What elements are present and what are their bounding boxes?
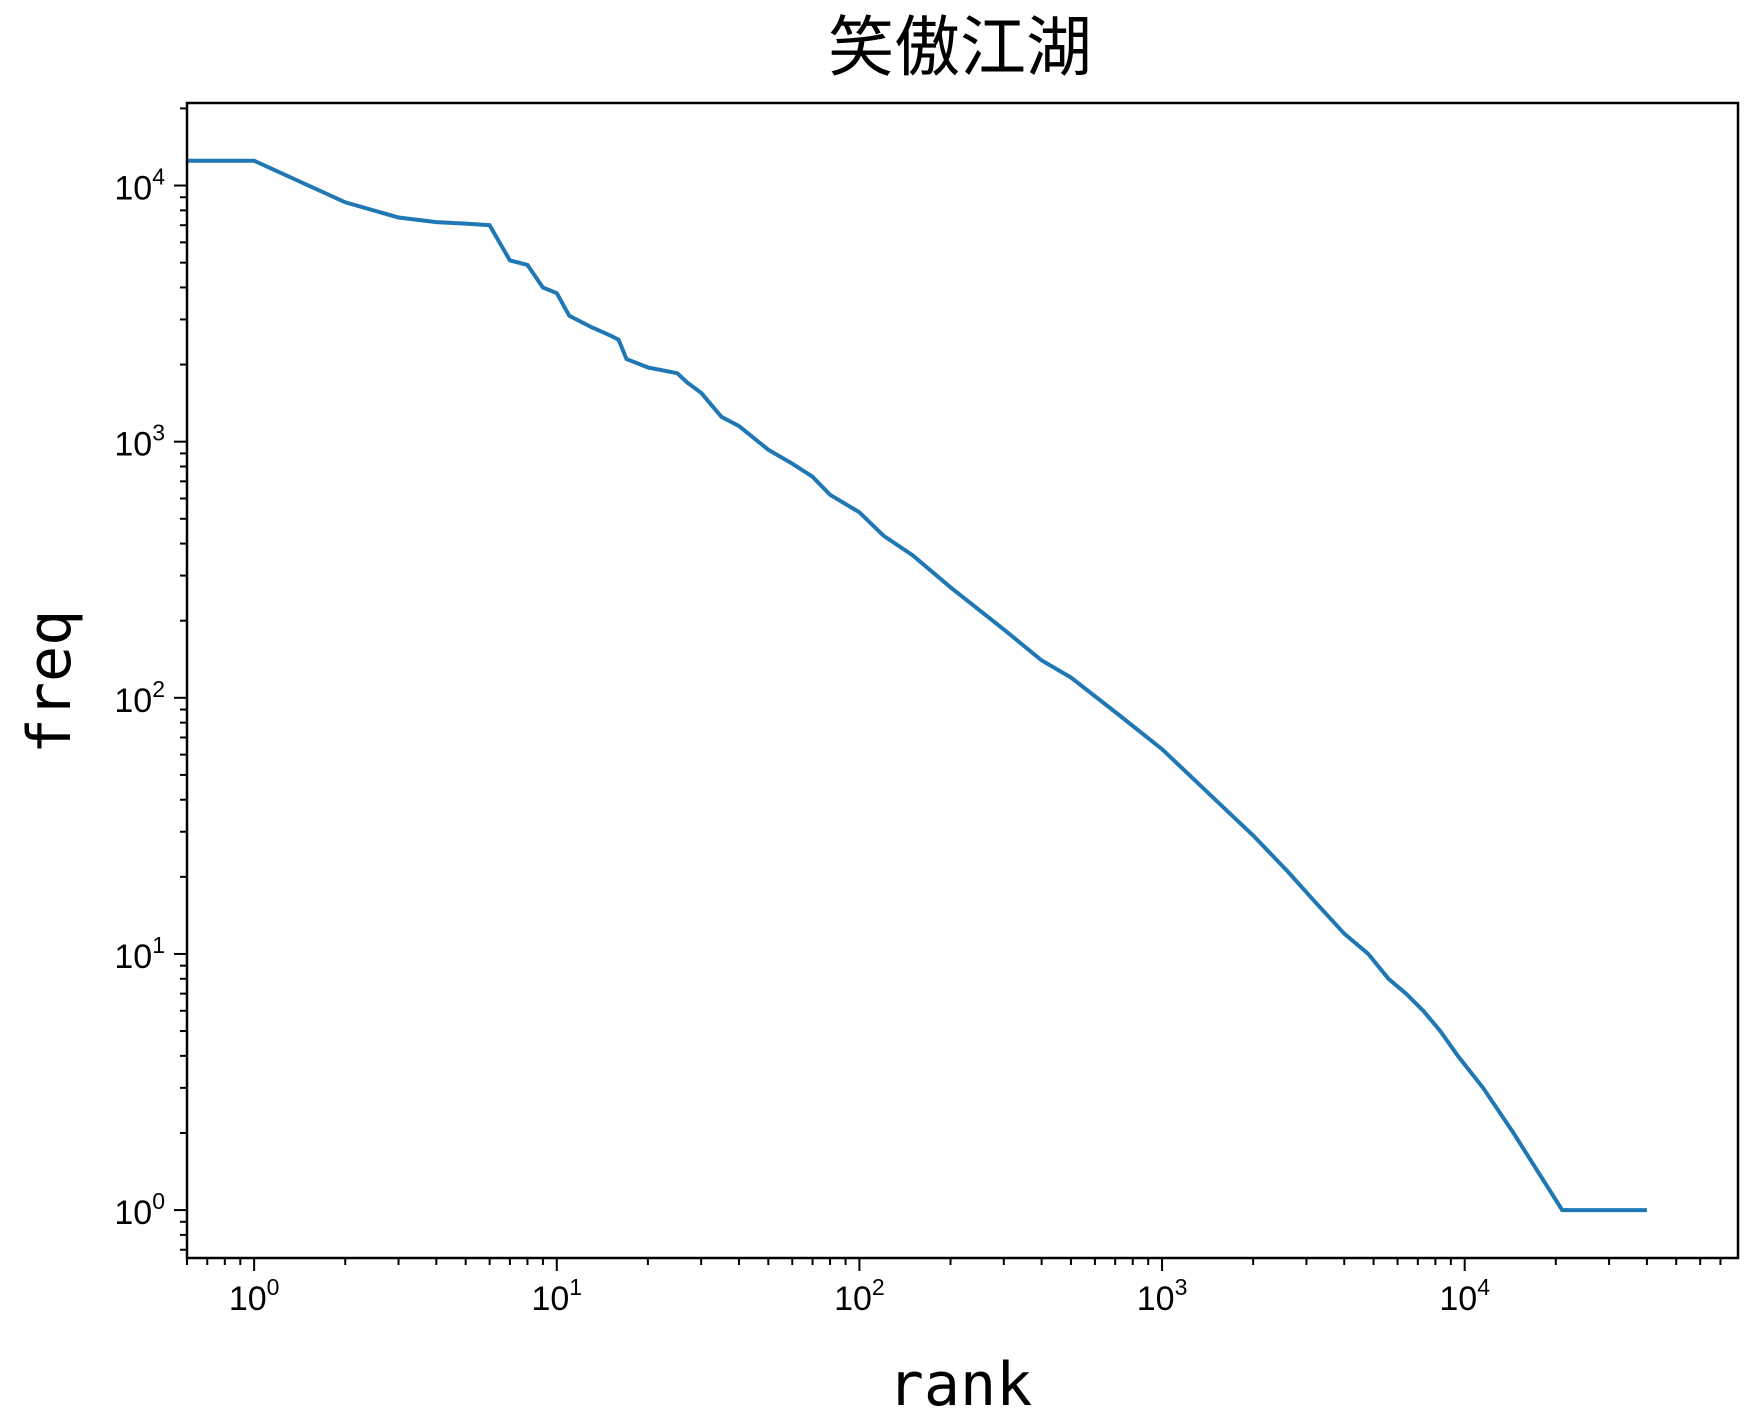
y-axis-label: freq: [15, 610, 85, 755]
plot-frame: [185, 101, 1740, 1260]
x-axis-label: rank: [888, 1350, 1033, 1420]
chart-title: 笑傲江湖: [828, 9, 1092, 86]
x-tick-label: 100: [229, 1274, 280, 1318]
y-tick-label: 100: [114, 1188, 165, 1232]
x-tick-label: 104: [1439, 1274, 1490, 1318]
x-tick-label: 103: [1137, 1274, 1188, 1318]
plot-area: 100 101 102 103 104 100 101 102 103 104: [114, 101, 1740, 1318]
series-line-0: [187, 158, 1647, 1213]
x-tick-label: 102: [834, 1274, 885, 1318]
y-tick-label: 101: [114, 932, 165, 976]
y-tick-label: 102: [114, 676, 165, 720]
y-tick-label: 103: [114, 420, 165, 464]
y-tick-label: 104: [114, 164, 165, 208]
x-tick-label: 101: [531, 1274, 582, 1318]
